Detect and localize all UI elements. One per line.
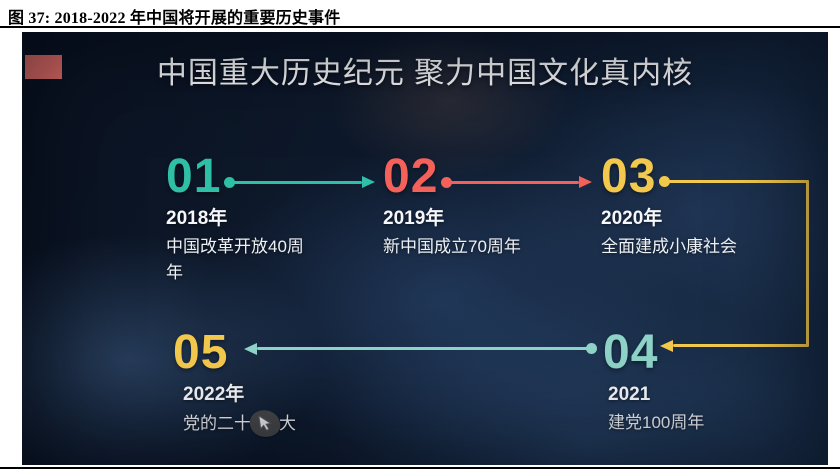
- accent-rectangle: [25, 55, 62, 79]
- timeline-year-01: 2018年: [166, 208, 228, 229]
- connector-02-03-line: [449, 181, 579, 184]
- timeline-year-03: 2020年: [601, 208, 663, 229]
- timeline-item-03: 03 2020年 全面建成小康社会: [601, 152, 737, 260]
- connector-03-04-arrowhead-icon: [660, 340, 673, 352]
- connector-04-05-arrowhead-icon: [244, 343, 257, 355]
- connector-04-05-dot: [586, 343, 597, 354]
- timeline-event-05-prefix: 党的二十: [183, 413, 251, 433]
- connector-02-03-arrowhead-icon: [579, 176, 592, 188]
- mouse-cursor-icon: [258, 414, 272, 432]
- timeline-event-05-suffix: 大: [279, 413, 296, 433]
- connector-03-04-line-top: [667, 180, 809, 183]
- connector-03-04-line-bottom: [673, 344, 809, 347]
- bottom-divider: [0, 467, 840, 469]
- timeline-number-04: 04: [603, 326, 659, 379]
- timeline-event-02: 新中国成立70周年: [383, 237, 521, 256]
- timeline-item-05: 05 2022年 党的二十 大: [173, 326, 296, 439]
- connector-03-04-line-right: [806, 180, 809, 347]
- connector-02-03-dot: [441, 177, 452, 188]
- caption-divider: [0, 26, 840, 28]
- redaction-blob: [248, 408, 282, 439]
- timeline-item-02: 02 2019年 新中国成立70周年: [383, 152, 521, 260]
- timeline-event-05: 党的二十 大: [183, 408, 296, 439]
- connector-01-02-line: [232, 181, 362, 184]
- connector-04-05-line: [257, 347, 589, 350]
- timeline-item-01: 01 2018年 中国改革开放40周年: [166, 152, 316, 286]
- connector-03-04-dot: [659, 176, 670, 187]
- figure-caption: 图 37: 2018-2022 年中国将开展的重要历史事件: [8, 10, 341, 27]
- timeline-event-04: 建党100周年: [608, 413, 705, 432]
- timeline-year-02: 2019年: [383, 208, 445, 229]
- timeline-event-03: 全面建成小康社会: [601, 237, 737, 256]
- timeline-year-05: 2022年: [183, 384, 245, 405]
- timeline-year-04: 2021: [608, 384, 651, 405]
- connector-01-02-dot: [224, 177, 235, 188]
- timeline-number-02: 02: [383, 150, 439, 203]
- connector-01-02-arrowhead-icon: [362, 176, 375, 188]
- timeline-item-04: 04 2021 建党100周年: [603, 328, 704, 436]
- slide-title: 中国重大历史纪元 聚力中国文化真内核: [156, 57, 694, 90]
- slide-image: 中国重大历史纪元 聚力中国文化真内核 01 2018年 中国改革开放40周年 0…: [22, 32, 828, 465]
- timeline-number-05: 05: [173, 326, 229, 379]
- timeline-event-01: 中国改革开放40周年: [166, 237, 304, 282]
- timeline-number-01: 01: [166, 150, 222, 203]
- timeline-number-03: 03: [601, 150, 657, 203]
